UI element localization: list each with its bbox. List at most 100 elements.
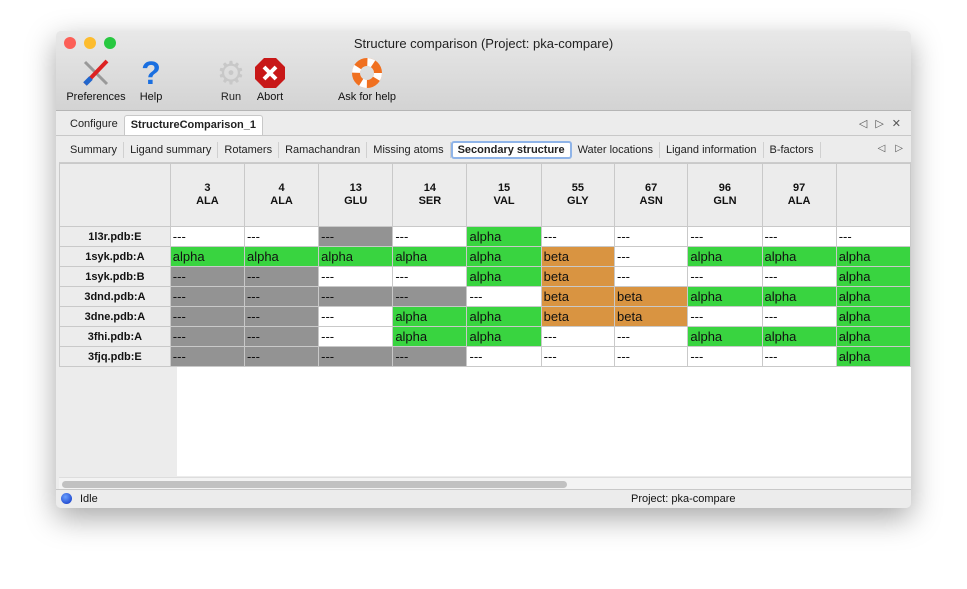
cell-empty[interactable]: --- xyxy=(613,226,689,247)
cell-empty[interactable]: --- xyxy=(613,266,689,287)
row-header[interactable]: 1syk.pdb:A xyxy=(59,246,171,267)
cell-beta[interactable]: beta xyxy=(540,306,616,327)
cell-empty[interactable]: --- xyxy=(761,346,837,367)
zoom-window-button[interactable] xyxy=(104,37,116,49)
cell-empty[interactable]: --- xyxy=(540,226,616,247)
cell-absent[interactable]: --- xyxy=(318,346,394,367)
tab-configure[interactable]: Configure xyxy=(70,118,118,130)
tab-structurecomparison_1[interactable]: StructureComparison_1 xyxy=(123,115,264,135)
cell-empty[interactable]: --- xyxy=(687,226,763,247)
cell-empty[interactable]: --- xyxy=(613,346,689,367)
cell-alpha[interactable]: alpha xyxy=(761,326,837,347)
ask-for-help-button[interactable]: Ask for help xyxy=(332,55,402,103)
tab-summary[interactable]: Summary xyxy=(64,142,125,158)
cell-empty[interactable]: --- xyxy=(761,306,837,327)
row-header[interactable]: 1syk.pdb:B xyxy=(59,266,171,287)
close-window-button[interactable] xyxy=(64,37,76,49)
cell-empty[interactable]: --- xyxy=(613,326,689,347)
cell-absent[interactable]: --- xyxy=(243,286,320,307)
minimize-window-button[interactable] xyxy=(84,37,96,49)
tab-right-icon[interactable]: ▷ xyxy=(875,118,884,130)
cell-empty[interactable]: --- xyxy=(392,266,468,287)
cell-empty[interactable]: --- xyxy=(687,266,763,287)
cell-empty[interactable]: --- xyxy=(540,346,616,367)
cell-alpha[interactable]: alpha xyxy=(835,266,911,287)
cell-absent[interactable]: --- xyxy=(169,326,245,347)
cell-empty[interactable]: --- xyxy=(613,246,689,267)
cell-absent[interactable]: --- xyxy=(243,326,320,347)
tab-b-factors[interactable]: B-factors xyxy=(764,142,821,158)
tab-ligand-summary[interactable]: Ligand summary xyxy=(124,142,219,158)
close-tab-icon[interactable]: ✕ xyxy=(891,118,901,130)
column-header[interactable] xyxy=(835,163,911,227)
subtab-left-icon[interactable]: ◁ xyxy=(877,143,886,154)
cell-absent[interactable]: --- xyxy=(243,266,320,287)
tab-rotamers[interactable]: Rotamers xyxy=(218,142,280,158)
horizontal-scrollbar[interactable] xyxy=(59,477,911,490)
cell-absent[interactable]: --- xyxy=(169,306,245,327)
cell-alpha[interactable]: alpha xyxy=(392,326,468,347)
column-header[interactable]: 3 ALA xyxy=(169,163,245,227)
scrollbar-thumb[interactable] xyxy=(62,481,567,488)
cell-absent[interactable]: --- xyxy=(392,346,468,367)
cell-alpha[interactable]: alpha xyxy=(466,226,542,247)
cell-empty[interactable]: --- xyxy=(243,226,320,247)
cell-alpha[interactable]: alpha xyxy=(761,286,837,307)
cell-empty[interactable]: --- xyxy=(466,346,542,367)
tab-ligand-information[interactable]: Ligand information xyxy=(660,142,764,158)
tab-secondary-structure[interactable]: Secondary structure xyxy=(450,141,572,159)
cell-alpha[interactable]: alpha xyxy=(835,326,911,347)
tab-water-locations[interactable]: Water locations xyxy=(572,142,660,158)
preferences-button[interactable]: Preferences xyxy=(62,55,130,103)
row-header[interactable]: 3dnd.pdb:A xyxy=(59,286,171,307)
cell-alpha[interactable]: alpha xyxy=(318,246,394,267)
run-button[interactable]: ⚙ Run xyxy=(214,55,248,103)
row-header[interactable]: 1l3r.pdb:E xyxy=(59,226,171,247)
cell-absent[interactable]: --- xyxy=(318,226,394,247)
cell-empty[interactable]: --- xyxy=(761,226,837,247)
cell-empty[interactable]: --- xyxy=(318,266,394,287)
cell-empty[interactable]: --- xyxy=(687,306,763,327)
cell-empty[interactable]: --- xyxy=(318,306,394,327)
subtab-right-icon[interactable]: ▷ xyxy=(895,143,903,154)
cell-alpha[interactable]: alpha xyxy=(687,286,763,307)
cell-alpha[interactable]: alpha xyxy=(466,266,542,287)
column-header[interactable]: 96 GLN xyxy=(687,163,763,227)
cell-empty[interactable]: --- xyxy=(318,326,394,347)
cell-beta[interactable]: beta xyxy=(613,286,689,307)
column-header[interactable]: 67 ASN xyxy=(613,163,689,227)
cell-empty[interactable]: --- xyxy=(392,226,468,247)
column-header[interactable]: 97 ALA xyxy=(761,163,837,227)
cell-alpha[interactable]: alpha xyxy=(687,326,763,347)
cell-alpha[interactable]: alpha xyxy=(466,246,542,267)
tab-left-icon[interactable]: ◁ xyxy=(858,118,868,130)
column-header[interactable]: 14 SER xyxy=(392,163,468,227)
cell-alpha[interactable]: alpha xyxy=(835,286,911,307)
cell-absent[interactable]: --- xyxy=(243,306,320,327)
row-header[interactable]: 3dne.pdb:A xyxy=(59,306,171,327)
column-header[interactable]: 55 GLY xyxy=(540,163,616,227)
cell-beta[interactable]: beta xyxy=(540,266,616,287)
column-header[interactable]: 15 VAL xyxy=(466,163,542,227)
cell-alpha[interactable]: alpha xyxy=(835,246,911,267)
cell-empty[interactable]: --- xyxy=(835,226,911,247)
column-header[interactable]: 4 ALA xyxy=(243,163,320,227)
cell-empty[interactable]: --- xyxy=(761,266,837,287)
cell-alpha[interactable]: alpha xyxy=(243,246,320,267)
cell-empty[interactable]: --- xyxy=(169,226,245,247)
cell-alpha[interactable]: alpha xyxy=(392,246,468,267)
cell-absent[interactable]: --- xyxy=(169,286,245,307)
cell-beta[interactable]: beta xyxy=(613,306,689,327)
cell-empty[interactable]: --- xyxy=(466,286,542,307)
column-header[interactable]: 13 GLU xyxy=(318,163,394,227)
cell-beta[interactable]: beta xyxy=(540,286,616,307)
row-header[interactable]: 3fhi.pdb:A xyxy=(59,326,171,347)
cell-empty[interactable]: --- xyxy=(540,326,616,347)
tab-missing-atoms[interactable]: Missing atoms xyxy=(367,142,451,158)
cell-alpha[interactable]: alpha xyxy=(466,306,542,327)
cell-beta[interactable]: beta xyxy=(540,246,616,267)
help-button[interactable]: ? Help xyxy=(134,55,168,104)
cell-alpha[interactable]: alpha xyxy=(835,306,911,327)
cell-empty[interactable]: --- xyxy=(687,346,763,367)
cell-alpha[interactable]: alpha xyxy=(466,326,542,347)
